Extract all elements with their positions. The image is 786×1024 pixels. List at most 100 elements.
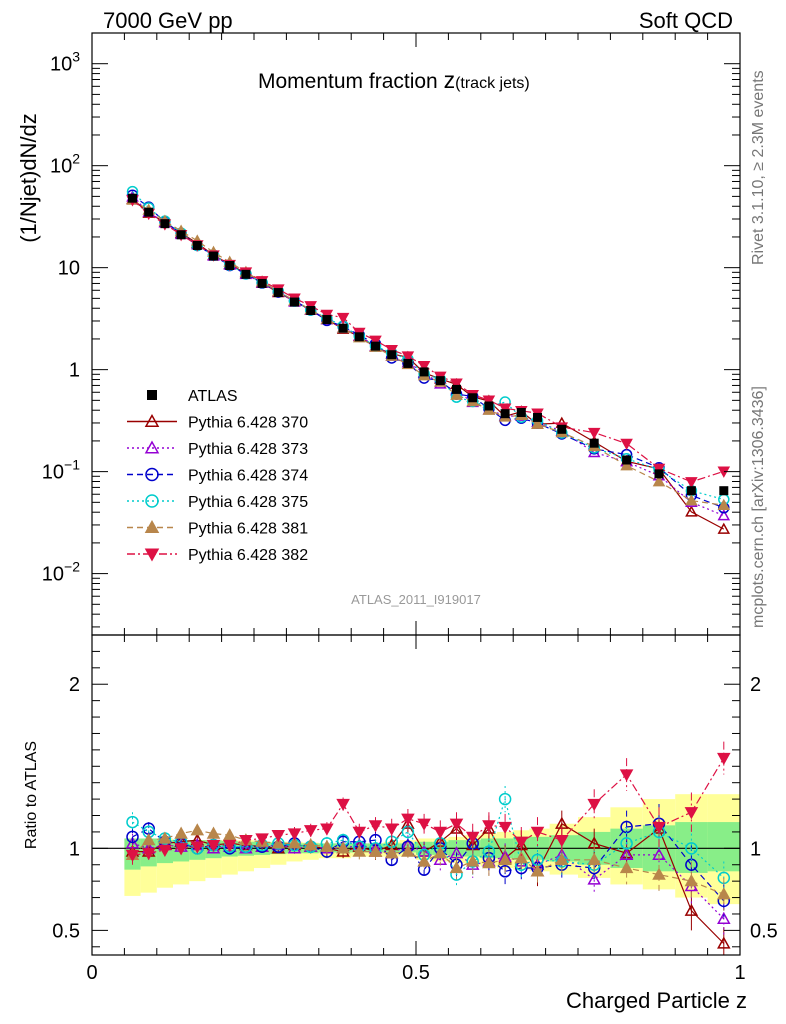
atlas-data-point — [322, 315, 332, 325]
atlas-data-point — [128, 193, 137, 203]
main-series-point — [417, 360, 431, 373]
atlas-data-point — [557, 424, 567, 434]
ratio-series-point — [514, 851, 529, 864]
y-tick-label: 10 — [58, 258, 80, 280]
legend-entry: Pythia 6.428 370 — [127, 413, 308, 432]
main-series — [126, 185, 731, 534]
legend-marker — [145, 467, 159, 482]
legend-marker — [144, 548, 160, 562]
main-series-point — [482, 395, 496, 407]
band-inner-bin — [707, 822, 740, 872]
atlas-data-point — [387, 350, 397, 360]
main-series-point — [685, 494, 698, 506]
atlas-data-point — [435, 376, 445, 386]
ratio-series-point — [465, 831, 480, 844]
ratio-series-point — [206, 839, 221, 853]
ratio-series — [125, 741, 731, 955]
ratio-series-point — [287, 836, 302, 849]
ratio-series-point — [303, 825, 318, 838]
atlas-data-point — [209, 251, 218, 261]
ratio-series-point — [498, 852, 512, 865]
y-tick-label: 10−2 — [42, 559, 80, 586]
main-series-point — [620, 459, 633, 471]
ratio-series-point — [126, 815, 139, 829]
y-tick-label: 1 — [69, 360, 80, 382]
main-series-point — [685, 505, 698, 517]
ratio-series-point — [449, 860, 464, 874]
atlas-data-point — [338, 323, 348, 333]
main-series-point — [531, 417, 544, 429]
atlas-data-point — [533, 412, 542, 422]
ratio-series-point — [141, 833, 156, 846]
atlas-data-point — [290, 297, 299, 307]
ratio-series-point — [684, 874, 699, 887]
ratio-series-point — [587, 852, 601, 865]
atlas-data-point — [144, 207, 154, 217]
ratio-series-point — [514, 836, 529, 849]
main-series-line — [132, 199, 724, 483]
ratio-series-point — [352, 844, 367, 857]
legend-label: Pythia 6.428 370 — [188, 415, 308, 432]
atlas-data-point — [622, 455, 632, 465]
ratio-series-point — [174, 843, 188, 856]
plot-title: Momentum fraction z(track jets) — [258, 67, 530, 93]
ratio-tick-label-left: 0.5 — [52, 920, 80, 942]
ratio-series-point — [401, 813, 415, 826]
main-series-line — [132, 199, 724, 506]
legend: ATLAS Pythia 6.428 370 Pythia 6.428 373 Pyt… — [127, 388, 308, 564]
ratio-series-point — [206, 826, 221, 839]
ratio-series-point — [239, 834, 253, 848]
legend-label: ATLAS — [188, 388, 238, 405]
ratio-series-point — [190, 841, 205, 854]
atlas-data-point — [654, 469, 664, 479]
ratio-series-point — [498, 821, 512, 835]
main-series-point — [320, 309, 334, 322]
legend-label: Pythia 6.428 373 — [188, 441, 308, 458]
main-series-point — [717, 522, 731, 534]
legend-entry: Pythia 6.428 381 — [127, 519, 308, 538]
x-tick-label: 0.5 — [402, 962, 430, 984]
main-series-point — [498, 403, 512, 415]
legend-label: Pythia 6.428 382 — [188, 547, 308, 564]
x-axis-label: Charged Particle z — [566, 988, 747, 1013]
ratio-tick-label-right: 1 — [750, 838, 761, 860]
main-frame — [91, 32, 741, 636]
legend-marker — [145, 494, 159, 508]
legend-entry: Pythia 6.428 374 — [127, 468, 308, 485]
ratio-series-point — [587, 872, 601, 885]
ratio-series-point — [255, 833, 269, 846]
ratio-series-point — [141, 848, 156, 861]
main-series-point — [620, 438, 633, 451]
ratio-series-point — [433, 846, 448, 859]
ratio-series-point — [587, 798, 601, 812]
ratio-series-point — [222, 828, 237, 841]
main-series-point — [336, 312, 350, 325]
y-axis-label: (1/Njet)dN/dz — [16, 113, 41, 243]
ratio-series-point — [482, 820, 496, 833]
atlas-data-point — [192, 240, 202, 250]
process-label: Soft QCD — [639, 8, 733, 33]
main-series-point — [587, 427, 601, 440]
atlas-data-point — [306, 306, 316, 316]
ratio-series-point — [717, 752, 731, 766]
y-tick-label: 102 — [50, 151, 80, 178]
legend-entry: ATLAS — [147, 388, 238, 405]
ratio-series-point — [174, 826, 188, 839]
ratio-series-point — [336, 841, 350, 854]
ratio-series-point — [685, 842, 698, 855]
ratio-series-point — [368, 844, 383, 857]
ratio-series-point — [619, 860, 634, 874]
legend-label: Pythia 6.428 381 — [188, 521, 308, 538]
ratio-series-point — [717, 887, 731, 900]
x-tick-label: 0 — [86, 962, 97, 984]
main-series-point — [652, 463, 666, 476]
ratio-series-point — [401, 844, 415, 857]
legend-marker — [144, 413, 160, 428]
ratio-series-point — [303, 838, 318, 851]
main-series-point — [369, 335, 382, 347]
legend-marker — [147, 390, 157, 400]
ratio-series-point — [620, 837, 633, 850]
ratio-series-point — [652, 867, 666, 880]
ratio-tick-label-left: 2 — [69, 674, 80, 696]
